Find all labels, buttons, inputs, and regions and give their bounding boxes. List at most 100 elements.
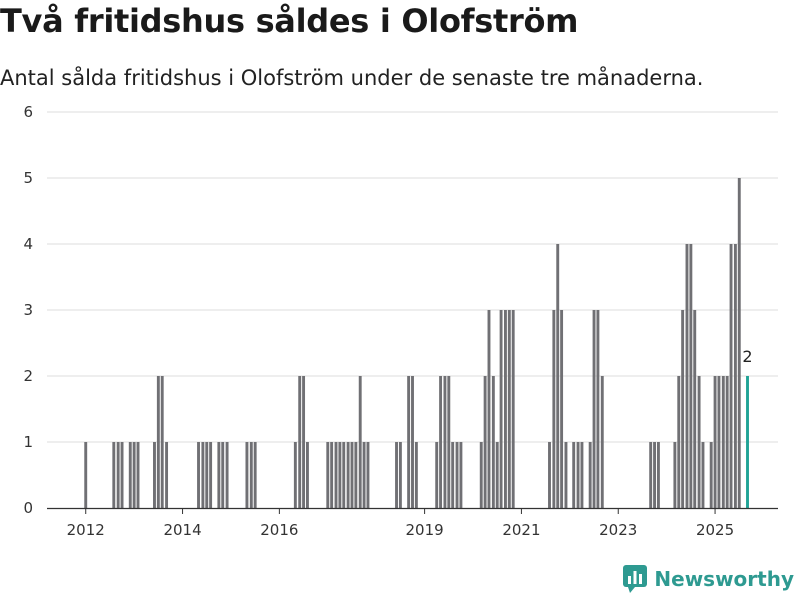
bar (487, 310, 491, 508)
bar (132, 442, 136, 508)
chart-title: Två fritidshus såldes i Olofström (0, 2, 579, 40)
bar (128, 442, 132, 508)
bar (552, 310, 556, 508)
bar (737, 178, 741, 508)
bar (136, 442, 140, 508)
bar (729, 244, 733, 508)
bar (160, 376, 164, 508)
bar (685, 244, 689, 508)
bar (253, 442, 257, 508)
bar (507, 310, 511, 508)
x-tick-label: 2019 (406, 521, 444, 539)
bar (693, 310, 697, 508)
bar (455, 442, 459, 508)
bar (596, 310, 600, 508)
bar (560, 310, 564, 508)
bar (689, 244, 693, 508)
bar (701, 442, 705, 508)
bar (495, 442, 499, 508)
bar (725, 376, 729, 508)
bar (153, 442, 156, 508)
bar (588, 442, 592, 508)
bar (677, 376, 681, 508)
x-tick-label: 2021 (502, 521, 540, 539)
bar (350, 442, 354, 508)
bar (556, 244, 560, 508)
brand-logo: Newsworthy (622, 564, 794, 594)
y-tick-label: 0 (23, 499, 33, 517)
bar (564, 442, 568, 508)
bar (649, 442, 653, 508)
bar (366, 442, 370, 508)
bar (548, 442, 551, 508)
bar (205, 442, 209, 508)
bar (84, 442, 88, 508)
bar (112, 442, 116, 508)
bar (330, 442, 334, 508)
bar (156, 376, 160, 508)
bar (503, 310, 507, 508)
x-tick-label: 2012 (67, 521, 105, 539)
bar (201, 442, 205, 508)
bar (717, 376, 721, 508)
bar (697, 376, 701, 508)
bar (709, 442, 713, 508)
bar (245, 442, 249, 508)
bar (326, 442, 330, 508)
x-tick-label: 2016 (260, 521, 298, 539)
y-tick-label: 5 (23, 169, 33, 187)
bar (439, 376, 443, 508)
bar (733, 244, 737, 508)
highlight-bar (746, 376, 749, 508)
brand-name: Newsworthy (654, 567, 794, 591)
x-tick-label: 2025 (696, 521, 734, 539)
bar (334, 442, 338, 508)
bar (491, 376, 495, 508)
y-tick-label: 3 (23, 301, 33, 319)
bar (447, 376, 451, 508)
newsworthy-logo-icon (623, 565, 648, 593)
bar (209, 442, 213, 508)
bar (354, 442, 358, 508)
bar (342, 442, 346, 508)
bar (576, 442, 580, 508)
bar (592, 310, 596, 508)
x-tick-label: 2014 (163, 521, 201, 539)
y-tick-label: 2 (23, 367, 33, 385)
bar (116, 442, 120, 508)
bar (293, 442, 297, 508)
bar (435, 442, 439, 508)
bar (305, 442, 309, 508)
bar (358, 376, 362, 508)
bar (681, 310, 685, 508)
bar (338, 442, 342, 508)
bar (302, 376, 306, 508)
bar (499, 310, 503, 508)
bar (451, 442, 455, 508)
bar (411, 376, 414, 508)
bar (298, 376, 302, 508)
bar (572, 442, 576, 508)
bar (346, 442, 350, 508)
bar (600, 376, 604, 508)
bar (217, 442, 221, 508)
bar (165, 442, 169, 508)
bar (713, 376, 717, 508)
y-tick-label: 4 (23, 235, 33, 253)
bar (414, 442, 418, 508)
bar (653, 442, 657, 508)
bar (362, 442, 366, 508)
bar (225, 442, 229, 508)
bar (483, 376, 487, 508)
bar (673, 442, 677, 508)
bar (221, 442, 225, 508)
chart-subtitle: Antal sålda fritidshus i Olofström under… (0, 66, 704, 90)
x-tick-label: 2023 (599, 521, 637, 539)
y-tick-label: 1 (23, 433, 33, 451)
highlight-data-label: 2 (742, 347, 752, 366)
y-tick-label: 6 (23, 103, 33, 121)
bar (120, 442, 124, 508)
bar (511, 310, 515, 508)
bar (398, 442, 402, 508)
